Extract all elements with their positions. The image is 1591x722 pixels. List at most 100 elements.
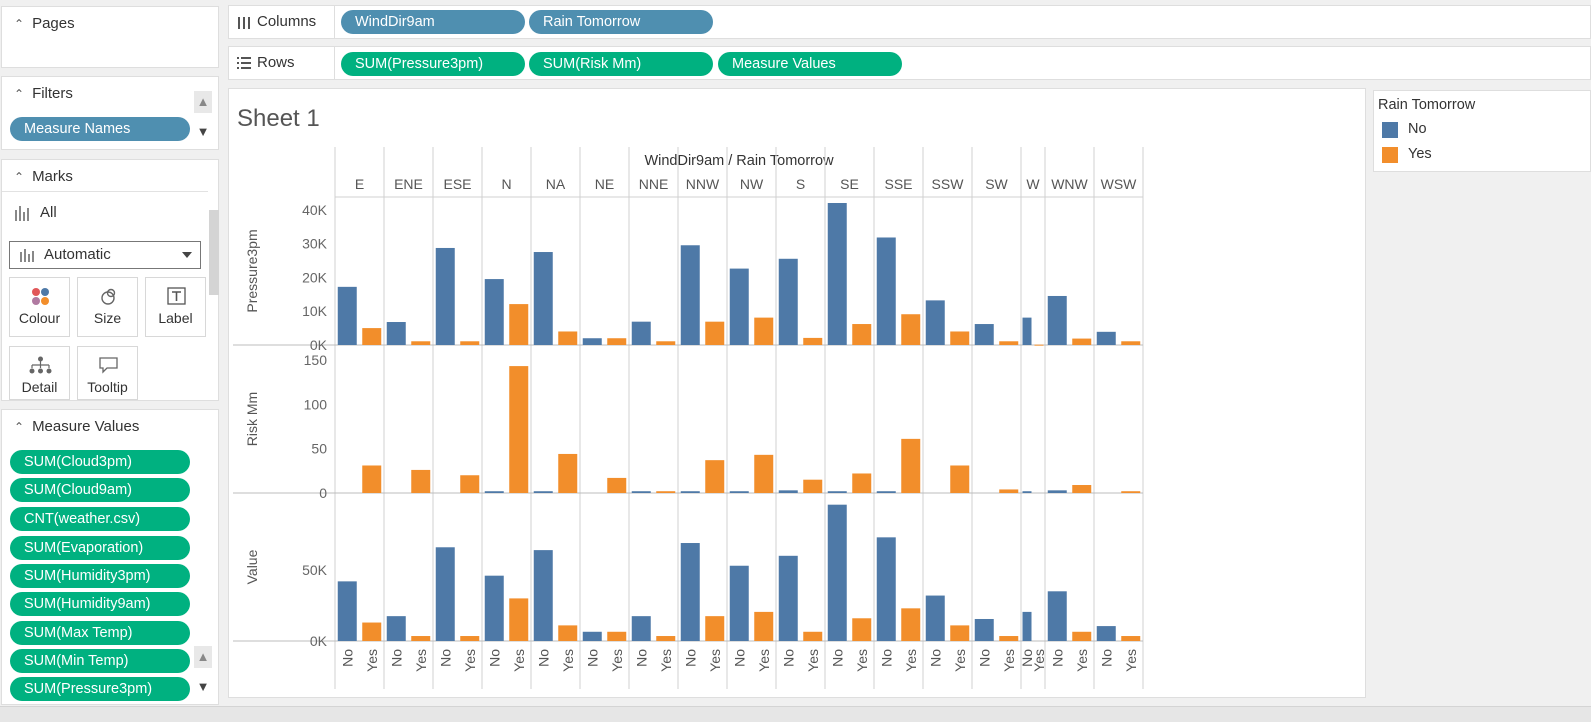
y-tick-label: 0 [319, 485, 327, 501]
tooltip-button[interactable]: Tooltip [77, 346, 138, 400]
measure-pill-evaporation[interactable]: SUM(Evaporation) [10, 536, 190, 560]
marks-scrollbar[interactable] [209, 210, 219, 295]
sub-label-yes: Yes [854, 649, 870, 672]
measure-pill-cloud3pm[interactable]: SUM(Cloud3pm) [10, 450, 190, 474]
bar-2-yes-wnw [1072, 631, 1092, 641]
bar-0-no-e [337, 286, 357, 345]
category-label-wnw: WNW [1051, 176, 1088, 192]
rows-pill-pressure3pm[interactable]: SUM(Pressure3pm) [341, 52, 525, 76]
sub-label-yes: Yes [658, 649, 674, 672]
bar-2-no-na [533, 550, 553, 641]
scroll-up-icon[interactable]: ▲ [194, 646, 212, 668]
sub-label-yes: Yes [609, 649, 625, 672]
bar-0-yes-ssw [950, 331, 970, 345]
bar-0-no-w [1022, 317, 1032, 345]
columns-pill-winddir9am[interactable]: WindDir9am [341, 10, 525, 34]
bar-1-yes-nw [754, 454, 774, 493]
chevron-up-icon: ⌃ [14, 17, 25, 31]
scroll-up-icon[interactable]: ▲ [194, 91, 212, 113]
measure-pill-humidity3pm[interactable]: SUM(Humidity3pm) [10, 564, 190, 588]
label-button[interactable]: Label [145, 277, 206, 337]
y-axis-label-0: Pressure3pm [244, 229, 260, 312]
rows-pill-measure-values[interactable]: Measure Values [718, 52, 902, 76]
y-tick-label: 10K [302, 303, 328, 319]
bar-1-yes-sse [901, 438, 921, 493]
measure-pill-max-temp[interactable]: SUM(Max Temp) [10, 621, 190, 645]
sub-label-no: No [780, 649, 796, 667]
sub-label-no: No [878, 649, 894, 667]
filters-title[interactable]: ⌃ Filters [14, 85, 73, 102]
bar-2-no-nnw [680, 543, 700, 641]
bar-2-yes-ne [607, 631, 627, 641]
bar-1-yes-nnw [705, 460, 725, 493]
scroll-down-icon[interactable]: ▼ [196, 124, 210, 139]
pages-title[interactable]: ⌃ Pages [14, 15, 75, 32]
measure-pill-count-weather[interactable]: CNT(weather.csv) [10, 507, 190, 531]
text-icon [167, 287, 186, 305]
rows-pill-risk-mm[interactable]: SUM(Risk Mm) [529, 52, 713, 76]
bar-chart-icon [20, 249, 34, 262]
measure-pill-min-temp[interactable]: SUM(Min Temp) [10, 649, 190, 673]
filter-pill-measure-names[interactable]: Measure Names [10, 117, 190, 141]
colour-button[interactable]: Colour [9, 277, 70, 337]
bar-2-yes-sw [999, 636, 1019, 641]
measure-pill-pressure3pm[interactable]: SUM(Pressure3pm) [10, 677, 190, 701]
bar-0-yes-nnw [705, 321, 725, 345]
rows-shelf: Rows SUM(Pressure3pm) SUM(Risk Mm) Measu… [228, 46, 1591, 80]
measure-pill-humidity9am[interactable]: SUM(Humidity9am) [10, 592, 190, 616]
bar-2-no-wnw [1047, 591, 1067, 641]
bar-2-no-sw [974, 618, 994, 641]
y-tick-label: 100 [304, 396, 328, 412]
bar-2-yes-e [362, 622, 382, 641]
y-tick-label: 0K [310, 633, 328, 649]
size-button[interactable]: Size [77, 277, 138, 337]
bar-1-no-nnw [680, 491, 700, 493]
bar-0-yes-wnw [1072, 338, 1092, 345]
measure-values-card: ⌃ Measure Values SUM(Cloud3pm) SUM(Cloud9… [1, 409, 219, 705]
sub-label-yes: Yes [413, 649, 429, 672]
bar-0-no-nnw [680, 245, 700, 345]
bar-1-no-n [484, 491, 504, 493]
chevron-up-icon: ⌃ [14, 87, 25, 101]
sub-label-no: No [535, 649, 551, 667]
bar-chart-icon [15, 206, 29, 221]
y-tick-label: 0K [310, 337, 328, 353]
bar-1-yes-ne [607, 477, 627, 493]
bar-0-yes-nw [754, 317, 774, 345]
bar-2-yes-ese [460, 636, 480, 641]
pages-card: ⌃ Pages [1, 6, 219, 68]
bar-0-yes-sse [901, 314, 921, 345]
bar-0-no-sse [876, 237, 896, 345]
scroll-down-icon[interactable]: ▼ [196, 679, 210, 694]
column-header-title: WindDir9am / Rain Tomorrow [644, 153, 834, 169]
marks-divider [2, 191, 208, 192]
bar-2-no-ne [582, 631, 602, 641]
y-tick-label: 50 [311, 441, 327, 457]
measure-pill-cloud9am[interactable]: SUM(Cloud9am) [10, 478, 190, 502]
bar-1-yes-s [803, 479, 823, 493]
category-label-sse: SSE [884, 176, 912, 192]
columns-icon [238, 17, 250, 29]
marks-all-label[interactable]: All [40, 204, 57, 221]
bar-0-no-na [533, 252, 553, 345]
bar-2-yes-ene [411, 636, 431, 641]
bar-0-no-sw [974, 324, 994, 345]
category-label-ssw: SSW [932, 176, 965, 192]
sub-label-no: No [1049, 649, 1065, 667]
y-tick-label: 30K [302, 236, 328, 252]
detail-button[interactable]: Detail [9, 346, 70, 400]
category-label-n: N [501, 176, 511, 192]
chevron-up-icon: ⌃ [14, 170, 25, 184]
measure-values-title[interactable]: ⌃ Measure Values [14, 418, 140, 435]
bar-0-yes-se [852, 324, 872, 345]
tooltip-icon [99, 357, 118, 374]
bar-1-yes-e [362, 465, 382, 493]
marks-title[interactable]: ⌃ Marks [14, 168, 73, 185]
columns-pill-rain-tomorrow[interactable]: Rain Tomorrow [529, 10, 713, 34]
legend-title[interactable]: Rain Tomorrow [1378, 97, 1476, 113]
bar-1-yes-n [509, 366, 529, 493]
sheet-title[interactable]: Sheet 1 [237, 105, 320, 132]
bar-0-no-nne [631, 321, 651, 345]
mark-type-dropdown[interactable]: Automatic [9, 241, 201, 269]
bar-0-yes-s [803, 337, 823, 345]
